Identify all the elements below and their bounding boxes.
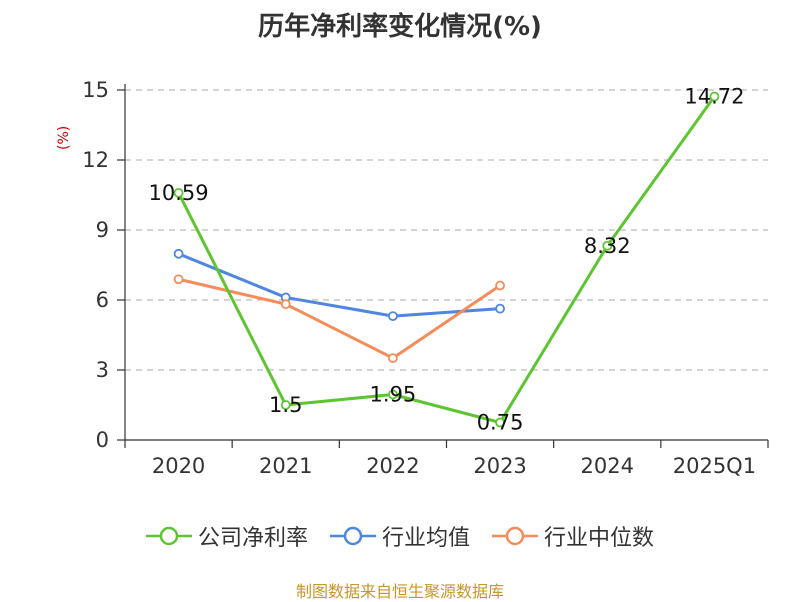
legend-marker-icon: [492, 526, 538, 546]
data-point: [495, 417, 505, 428]
legend-circle: [159, 526, 179, 546]
data-label: 1.95: [370, 383, 417, 407]
gridlines: [125, 89, 768, 371]
data-label: 0.75: [477, 411, 524, 435]
y-tick-label: 6: [96, 288, 109, 312]
series-lines: [173, 91, 720, 428]
data-point: [495, 280, 505, 291]
y-tick-label: 9: [96, 218, 109, 242]
series-line: [178, 277, 501, 360]
legend-label: 行业均值: [381, 526, 470, 551]
series-line: [178, 252, 501, 318]
series-line: [177, 95, 716, 424]
data-source-note: 制图数据来自恒生聚源数据库: [295, 582, 504, 601]
data-point: [388, 353, 398, 364]
legend: 公司净利率 行业均值 行业中位数: [0, 520, 800, 552]
data-point: [709, 91, 720, 102]
legend-item-industry-median[interactable]: 行业中位数: [492, 520, 654, 552]
data-point: [280, 400, 291, 410]
data-point: [495, 303, 505, 314]
legend-marker-icon: [329, 526, 376, 546]
data-point: [173, 274, 184, 285]
data-label: 8.32: [584, 234, 631, 258]
legend-marker-icon: [145, 526, 192, 546]
x-tick-label: 2022: [366, 454, 419, 478]
x-tick-label: 2023: [473, 454, 526, 478]
y-tick-label: 15: [82, 78, 109, 102]
x-tick-label: 2021: [259, 454, 312, 478]
data-point: [388, 389, 398, 400]
data-point: [388, 311, 398, 322]
data-label: 1.5: [269, 393, 302, 417]
data-label: 10.59: [149, 181, 209, 205]
x-tick-label: 2024: [581, 454, 634, 478]
data-point: [280, 299, 291, 310]
legend-circle: [505, 526, 525, 546]
y-tick-label: 3: [96, 358, 109, 382]
legend-label: 公司净利率: [197, 526, 308, 551]
data-point: [602, 240, 613, 251]
legend-item-company-net-margin[interactable]: 公司净利率: [145, 520, 308, 552]
data-point: [173, 187, 184, 198]
chart-title: 历年净利率变化情况(%): [258, 12, 542, 42]
y-tick-label: 12: [82, 148, 109, 172]
data-label: 14.72: [684, 85, 744, 109]
data-labels: 10.59 1.5 1.95 0.75 8.32 14.72: [149, 85, 745, 435]
y-tick-label: 0: [96, 428, 109, 452]
legend-circle: [343, 526, 363, 546]
axes: 0 3 6 9 12 15 2020 2021 2022 2023 2024 2025Q1: [82, 78, 769, 478]
x-tick-label: 2025Q1: [673, 454, 756, 478]
legend-item-industry-mean[interactable]: 行业均值: [329, 520, 470, 552]
legend-label: 行业中位数: [544, 526, 655, 551]
data-point: [173, 248, 184, 259]
x-tick-label: 2020: [152, 454, 205, 478]
